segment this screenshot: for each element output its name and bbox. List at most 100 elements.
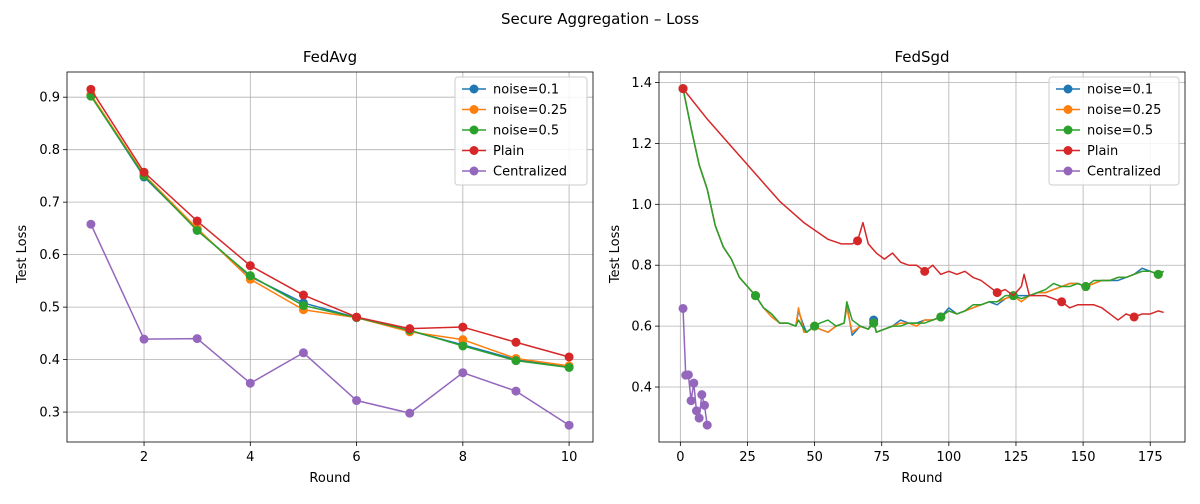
x-tick-label: 75	[873, 450, 890, 465]
data-point	[1153, 269, 1163, 279]
data-point	[683, 370, 693, 380]
data-point	[678, 303, 688, 313]
data-point	[686, 396, 696, 406]
data-point	[992, 288, 1002, 298]
data-point	[810, 321, 820, 331]
series-centralized	[86, 219, 574, 430]
data-point	[192, 334, 202, 344]
data-point	[298, 301, 308, 311]
legend-marker	[1063, 84, 1073, 94]
x-tick-label: 175	[1138, 450, 1163, 465]
y-tick-label: 0.9	[39, 91, 60, 106]
data-point	[869, 318, 879, 328]
data-point	[511, 356, 521, 366]
series-line	[682, 88, 1165, 333]
x-axis-title: Round	[309, 471, 350, 486]
data-point	[936, 312, 946, 322]
legend-marker	[1063, 105, 1073, 114]
x-tick-label: 4	[246, 450, 254, 465]
plot-area: 2 4 6 8 100.30.40.50.60.70.80.9noise=0.1nois…	[39, 71, 594, 465]
data-point	[405, 324, 415, 334]
y-tick-label: 1.4	[631, 76, 652, 91]
x-tick-label: 2	[140, 450, 148, 465]
series-plain	[678, 84, 1164, 322]
legend-label: Plain	[1087, 144, 1118, 159]
data-point	[691, 406, 701, 416]
legend-marker	[469, 84, 479, 94]
legend-label: noise=0.5	[493, 124, 559, 139]
data-point	[458, 322, 468, 332]
legend-box	[1048, 76, 1180, 186]
data-point	[1129, 312, 1139, 322]
series-line	[90, 95, 570, 369]
x-tick-label: 10	[561, 450, 578, 465]
series-plain	[86, 84, 574, 362]
y-tick-label: 0.4	[39, 353, 60, 368]
y-tick-label: 1.2	[631, 137, 652, 152]
y-tick-label: 0.3	[39, 406, 60, 421]
data-point	[564, 362, 574, 372]
x-tick-label: 150	[1071, 450, 1096, 465]
y-tick-label: 0.4	[631, 381, 652, 396]
data-point	[298, 290, 308, 300]
series-line	[90, 88, 570, 358]
data-point	[458, 341, 468, 351]
chart-title: FedAvg	[303, 48, 357, 66]
legend-label: Centralized	[493, 165, 567, 180]
data-point	[245, 261, 255, 271]
data-point	[352, 396, 362, 406]
data-point	[139, 334, 149, 344]
data-point	[564, 420, 574, 430]
chart-fedsgd: 0 25 50 75 100 125 150 175 0.4 0.6 0.8 1.0 1.2 1.4 noi…	[608, 48, 1186, 486]
legend-box	[454, 76, 588, 186]
chart-fedavg: 2 4 6 8 100.30.40.50.60.70.80.9noise=0.1nois…	[15, 48, 594, 486]
x-tick-label: 6	[352, 450, 360, 465]
data-point	[458, 368, 468, 378]
data-point	[1081, 282, 1091, 292]
y-tick-label: 0.7	[39, 196, 60, 211]
data-point	[139, 167, 149, 177]
data-point	[511, 337, 521, 347]
y-tick-label: 0.6	[631, 320, 652, 335]
axes-frame	[66, 71, 594, 443]
series-centralized	[678, 303, 712, 430]
x-axis-title: Round	[901, 471, 942, 486]
series-line	[682, 88, 1164, 321]
data-point	[689, 378, 699, 388]
legend-marker	[469, 146, 479, 155]
x-tick-label: 125	[1004, 450, 1029, 465]
data-point	[678, 84, 688, 94]
data-point	[192, 225, 202, 235]
legend-marker	[469, 166, 479, 176]
data-point	[700, 400, 710, 410]
legend-marker	[469, 105, 479, 114]
legend-label: noise=0.1	[493, 83, 559, 98]
y-tick-label: 0.6	[39, 248, 60, 263]
legend: noise=0.1 noise=0.25 noise=0.5 Plain Central…	[454, 76, 588, 186]
y-tick-label: 0.8	[39, 143, 60, 158]
legend-label: Plain	[493, 144, 524, 159]
y-tick-label: 1.0	[631, 198, 652, 213]
chart-title: FedSgd	[894, 48, 949, 66]
legend-label: noise=0.25	[1087, 103, 1161, 118]
legend-marker	[469, 125, 479, 135]
axes-frame	[658, 71, 1186, 443]
data-point	[853, 236, 863, 246]
data-point	[702, 420, 712, 430]
data-point	[564, 352, 574, 362]
x-tick-label: 100	[936, 450, 961, 465]
data-point	[751, 291, 761, 301]
legend: noise=0.1 noise=0.25 noise=0.5 Plain Central…	[1048, 76, 1180, 186]
data-point	[352, 312, 362, 322]
figure-suptitle: Secure Aggregation – Loss	[501, 10, 699, 28]
y-tick-label: 0.8	[631, 259, 652, 274]
x-tick-label: 8	[459, 450, 467, 465]
y-axis-title: Test Loss	[608, 225, 623, 284]
legend-label: noise=0.5	[1087, 124, 1153, 139]
legend-label: noise=0.1	[1087, 83, 1153, 98]
x-tick-label: 0	[676, 450, 684, 465]
data-point	[298, 348, 308, 358]
series-line	[90, 94, 570, 367]
